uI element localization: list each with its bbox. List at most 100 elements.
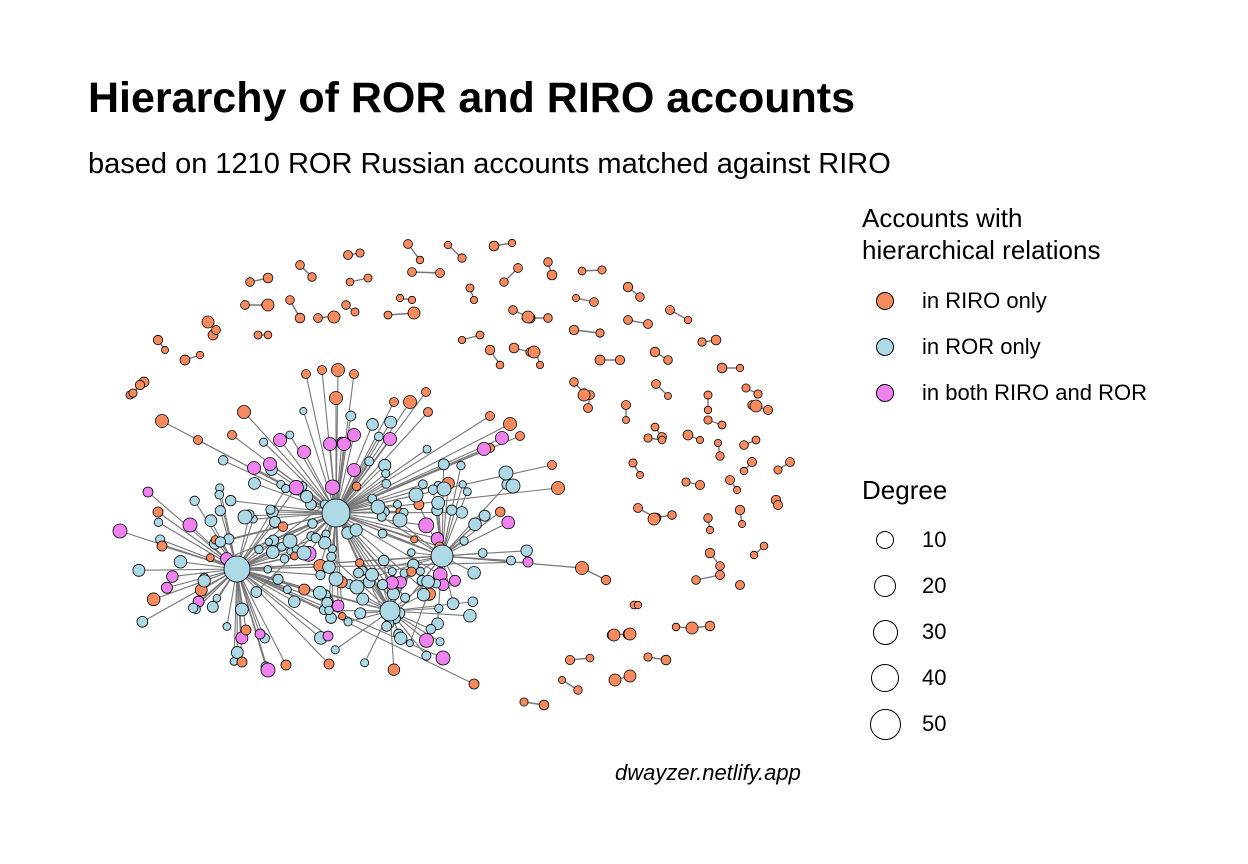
graph-node [435, 637, 445, 647]
graph-node [285, 430, 295, 440]
graph-node [468, 678, 480, 690]
graph-node [349, 369, 359, 379]
graph-edge [441, 511, 501, 557]
graph-node [337, 437, 351, 451]
graph-node [153, 517, 164, 527]
graph-node [520, 544, 533, 557]
graph-edge [236, 568, 330, 665]
size-legend-label: 40 [922, 665, 947, 690]
graph-node [383, 432, 397, 446]
graph-node [407, 267, 417, 277]
graph-node [715, 561, 725, 571]
graph-node [521, 310, 535, 324]
graph-node [262, 272, 274, 284]
graph-node [349, 579, 365, 595]
graph-node [715, 451, 725, 461]
graph-node [747, 457, 757, 467]
graph-node [785, 457, 795, 467]
graph-node [468, 517, 482, 531]
graph-node [195, 350, 205, 360]
graph-node [206, 601, 219, 613]
graph-edge [236, 555, 443, 570]
graph-node [543, 313, 553, 323]
graph-node [146, 592, 161, 607]
edge-layer [119, 242, 791, 706]
graph-node [353, 567, 364, 579]
graph-node [338, 612, 347, 621]
graph-node [488, 240, 500, 252]
graph-node [365, 567, 379, 582]
graph-edge [248, 512, 337, 517]
graph-node [347, 428, 361, 442]
size-legend-label: 50 [922, 711, 947, 736]
graph-node [173, 555, 188, 569]
node-layer [112, 238, 795, 711]
graph-edge [230, 500, 337, 514]
graph-node [112, 523, 128, 539]
color-legend-title: Accounts with hierarchical relations [862, 203, 1101, 265]
graph-node [378, 554, 390, 567]
graph-node [494, 506, 506, 518]
graph-node [370, 499, 386, 515]
graph-node [317, 365, 327, 375]
graph-node [759, 541, 769, 551]
graph-node [449, 574, 461, 587]
graph-node [498, 465, 514, 481]
graph-edge [236, 568, 321, 576]
graph-node [697, 337, 707, 347]
graph-node [222, 622, 232, 631]
chart-title: Hierarchy of ROR and RIRO accounts [88, 74, 855, 122]
graph-node [201, 315, 215, 329]
graph-node [364, 456, 375, 467]
graph-node [324, 479, 341, 495]
graph-node [607, 628, 621, 642]
graph-node [564, 654, 576, 666]
graph-node [455, 506, 468, 519]
graph-node [345, 410, 357, 422]
graph-node [323, 437, 337, 451]
graph-node [155, 414, 169, 428]
graph-node [507, 238, 517, 248]
graph-node [356, 592, 370, 606]
graph-edge [142, 568, 238, 623]
graph-node [307, 272, 317, 282]
graph-node [495, 360, 505, 370]
graph-node [407, 306, 421, 320]
graph-node [682, 429, 694, 441]
graph-node [667, 510, 677, 520]
graph-node [484, 344, 496, 356]
graph-node [664, 392, 672, 400]
graph-node [331, 363, 345, 377]
size-legend-title: Degree [862, 475, 948, 505]
graph-edge [335, 401, 395, 514]
graph-node [345, 277, 355, 287]
graph-edge [236, 504, 326, 570]
graph-node [381, 621, 393, 632]
graph-node [273, 433, 287, 447]
graph-node [691, 575, 701, 585]
graph-node [421, 650, 432, 661]
graph-node [326, 551, 337, 562]
graph-node [351, 481, 362, 492]
graph-node [419, 633, 434, 648]
graph-edge [236, 488, 287, 570]
graph-edge [236, 568, 475, 685]
graph-node [735, 580, 745, 590]
graph-node [683, 315, 693, 325]
size-legend-label: 10 [922, 527, 947, 552]
graph-node [288, 480, 304, 496]
graph-node [227, 430, 237, 440]
graph-node [331, 599, 345, 613]
graph-node [735, 363, 745, 373]
graph-edge [236, 487, 297, 570]
graph-node [635, 292, 645, 302]
graph-node [298, 583, 311, 596]
graph-node [695, 480, 705, 490]
color-legend-label: in both RIRO and ROR [922, 380, 1147, 405]
graph-node [435, 650, 451, 666]
graph-node [204, 514, 218, 528]
chart-subtitle: based on 1210 ROR Russian accounts match… [88, 148, 891, 180]
graph-node [307, 518, 318, 529]
legend-color-swatch [876, 384, 894, 402]
graph-node [543, 257, 553, 267]
